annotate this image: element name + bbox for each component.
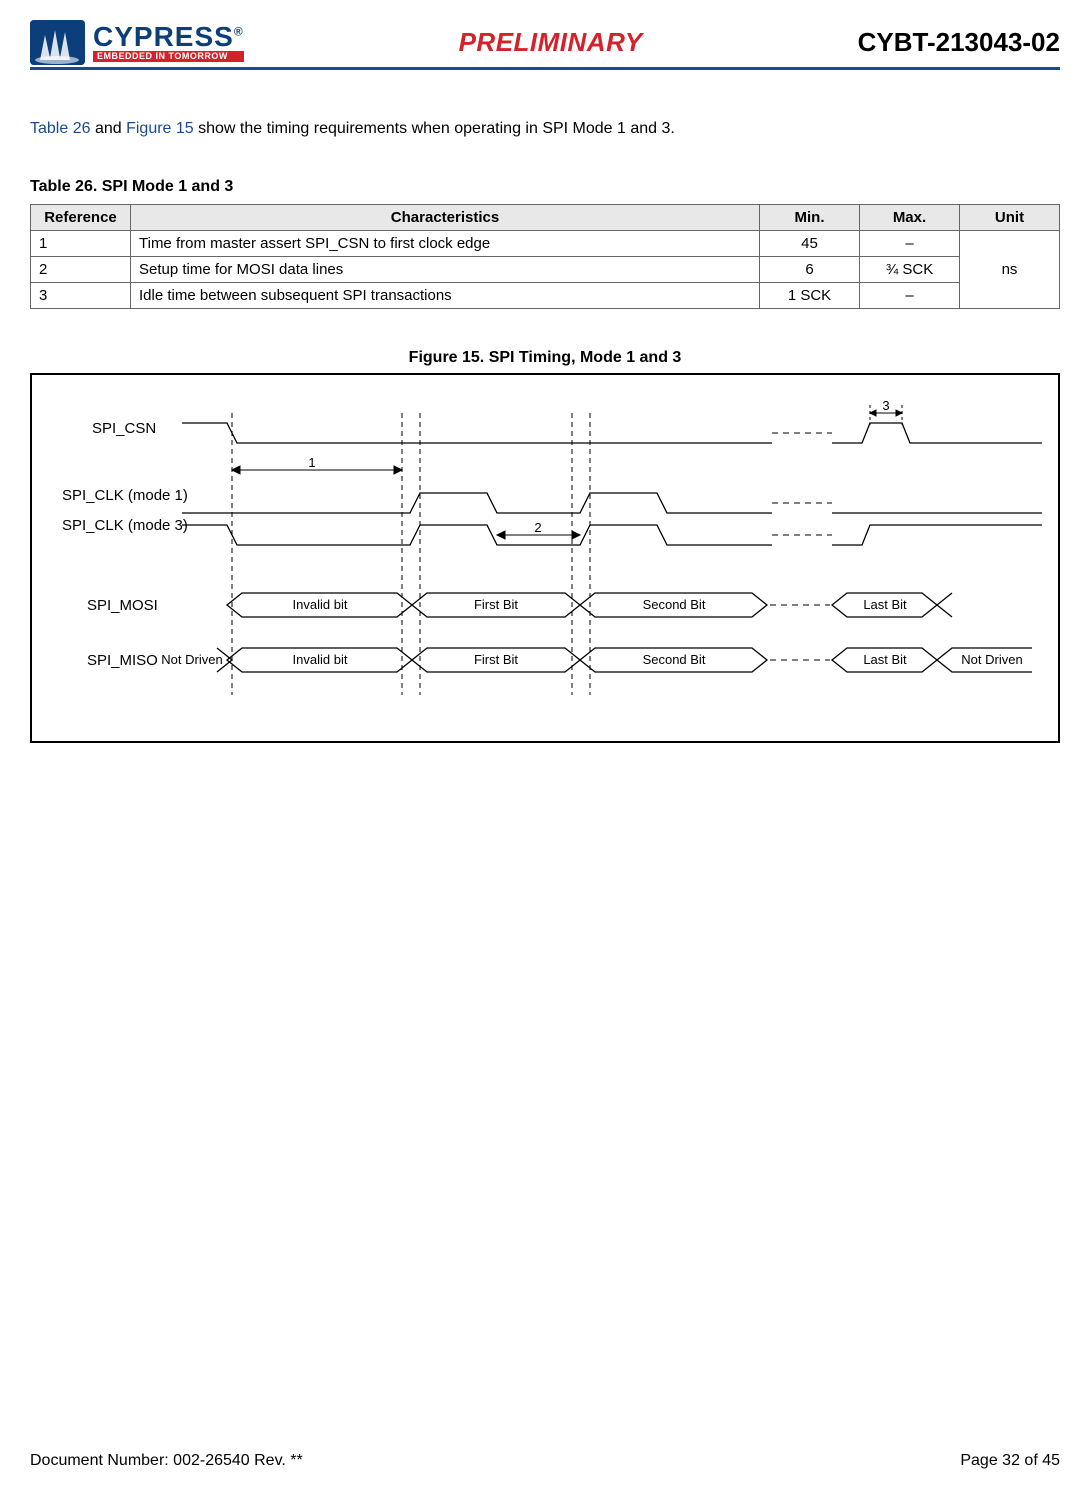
table-row: 1 Time from master assert SPI_CSN to fir… <box>31 231 1060 257</box>
figure-link[interactable]: Figure 15 <box>126 120 194 137</box>
page-header: CYPRESS® EMBEDDED IN TOMORROW PRELIMINAR… <box>30 20 1060 70</box>
unit-cell: ns <box>960 231 1060 309</box>
svg-text:Not Driven: Not Driven <box>961 652 1022 667</box>
page-number: Page 32 of 45 <box>960 1452 1060 1470</box>
svg-text:First Bit: First Bit <box>474 597 518 612</box>
svg-text:SPI_CSN: SPI_CSN <box>92 420 156 437</box>
svg-text:First Bit: First Bit <box>474 652 518 667</box>
logo-name: CYPRESS® <box>93 23 244 51</box>
cypress-tree-icon <box>30 20 85 65</box>
svg-text:2: 2 <box>534 520 541 535</box>
table-row: 2 Setup time for MOSI data lines 6 ¾ SCK <box>31 257 1060 283</box>
svg-text:Last Bit: Last Bit <box>863 652 907 667</box>
col-reference: Reference <box>31 205 131 231</box>
col-max: Max. <box>860 205 960 231</box>
doc-number: Document Number: 002-26540 Rev. ** <box>30 1452 303 1470</box>
col-unit: Unit <box>960 205 1060 231</box>
svg-text:Invalid bit: Invalid bit <box>293 652 348 667</box>
logo-tagline: EMBEDDED IN TOMORROW <box>93 51 244 62</box>
col-characteristics: Characteristics <box>131 205 760 231</box>
spi-timing-diagram: SPI_CSN 1 3 SPI_CLK (mode 1) SPI_CLK (mo… <box>30 373 1060 743</box>
svg-text:Not Driven: Not Driven <box>161 652 222 667</box>
svg-text:Second Bit: Second Bit <box>643 652 706 667</box>
table-header-row: Reference Characteristics Min. Max. Unit <box>31 205 1060 231</box>
svg-text:1: 1 <box>308 455 315 470</box>
svg-text:3: 3 <box>882 398 889 413</box>
part-number: CYBT-213043-02 <box>858 27 1060 58</box>
table-caption: Table 26. SPI Mode 1 and 3 <box>30 178 1060 196</box>
svg-text:SPI_CLK (mode 1): SPI_CLK (mode 1) <box>62 487 188 504</box>
spi-mode-table: Reference Characteristics Min. Max. Unit… <box>30 204 1060 309</box>
svg-text:Last Bit: Last Bit <box>863 597 907 612</box>
table-row: 3 Idle time between subsequent SPI trans… <box>31 283 1060 309</box>
figure-caption: Figure 15. SPI Timing, Mode 1 and 3 <box>30 349 1060 367</box>
preliminary-label: PRELIMINARY <box>459 27 643 58</box>
logo: CYPRESS® EMBEDDED IN TOMORROW <box>30 20 244 65</box>
intro-text: Table 26 and Figure 15 show the timing r… <box>30 120 1060 138</box>
col-min: Min. <box>760 205 860 231</box>
svg-text:Second Bit: Second Bit <box>643 597 706 612</box>
page-footer: Document Number: 002-26540 Rev. ** Page … <box>30 1452 1060 1470</box>
svg-text:SPI_CLK (mode 3): SPI_CLK (mode 3) <box>62 517 188 534</box>
table-link[interactable]: Table 26 <box>30 120 91 137</box>
svg-text:SPI_MISO: SPI_MISO <box>87 652 158 669</box>
svg-text:SPI_MOSI: SPI_MOSI <box>87 597 158 614</box>
svg-text:Invalid bit: Invalid bit <box>293 597 348 612</box>
